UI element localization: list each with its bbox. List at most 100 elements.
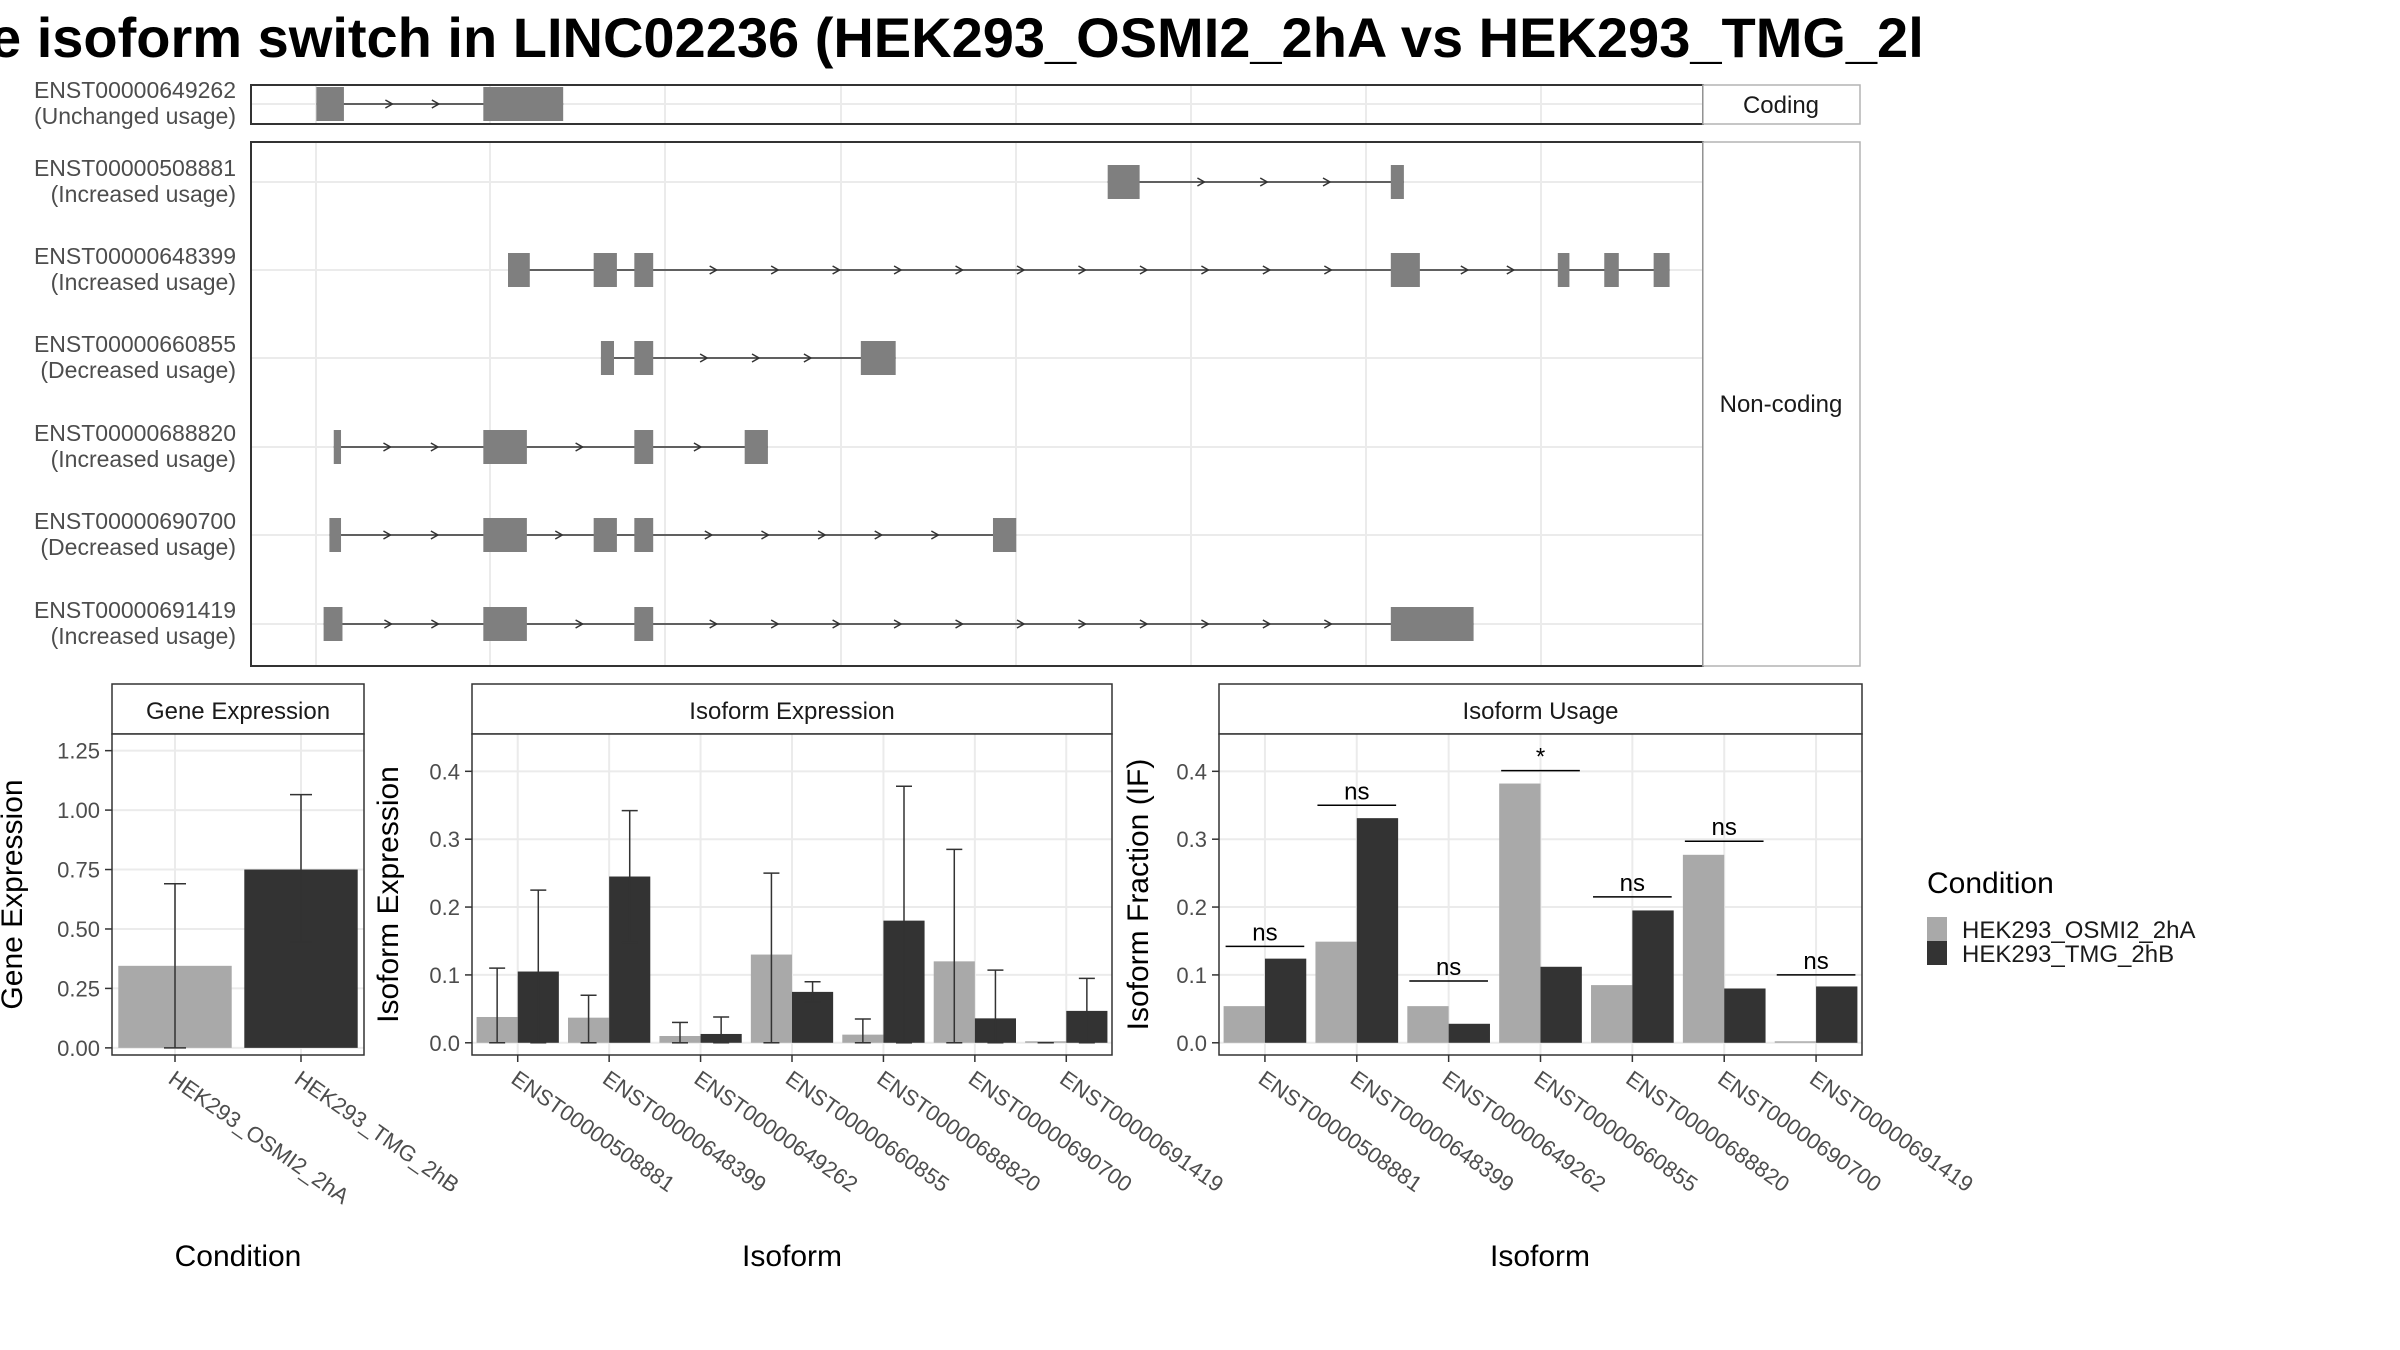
x-tick-label: ENST00000660855 <box>1530 1066 1703 1197</box>
noncoding-strip <box>1702 141 1861 667</box>
direction-arrow <box>1016 265 1026 275</box>
direction-arrow <box>770 619 780 629</box>
direction-arrow <box>893 619 903 629</box>
direction-arrow <box>430 530 440 540</box>
figure-title: e isoform switch in LINC02236 (HEK293_OS… <box>0 6 1924 69</box>
bar <box>1315 941 1357 1043</box>
legend-label-b: HEK293_TMG_2hB <box>1962 941 2174 968</box>
panel-title: Isoform Usage <box>1462 698 1618 725</box>
direction-arrow <box>430 442 440 452</box>
panel-strip <box>1218 683 1863 735</box>
x-tick-label: ENST00000660855 <box>781 1066 954 1197</box>
direction-arrow <box>803 353 813 363</box>
direction-arrow <box>955 265 965 275</box>
exon <box>483 607 527 641</box>
direction-arrow <box>1506 265 1516 275</box>
y-tick-label: 0.4 <box>1176 759 1207 784</box>
y-tick-label: 0.1 <box>1176 963 1207 988</box>
direction-arrow <box>693 442 703 452</box>
transcript-id: ENST00000691419 <box>34 597 236 623</box>
direction-arrow <box>1139 619 1149 629</box>
bar <box>1774 1041 1817 1043</box>
direction-arrow <box>554 530 564 540</box>
transcript-structure-panel: Coding Non-coding ENST00000649262(Unchange… <box>34 77 1861 667</box>
y-tick-label: 0.75 <box>57 858 100 883</box>
bar <box>1448 1023 1490 1043</box>
y-tick-label: 0.25 <box>57 976 100 1001</box>
exon <box>1604 253 1619 287</box>
exon <box>1390 253 1420 287</box>
direction-arrow <box>1460 265 1470 275</box>
exon <box>323 607 343 641</box>
x-tick-label: ENST00000688820 <box>1621 1066 1794 1197</box>
direction-arrow <box>817 530 827 540</box>
direction-arrow <box>430 619 440 629</box>
direction-arrow <box>1197 177 1206 187</box>
noncoding-panel <box>250 141 1704 667</box>
direction-arrow <box>575 619 585 629</box>
significance-label: ns <box>1344 778 1369 805</box>
panel-title: Isoform Expression <box>689 698 894 725</box>
direction-arrow <box>1323 619 1333 629</box>
transcript-usage: (Increased usage) <box>51 269 236 295</box>
direction-arrow <box>832 265 842 275</box>
bar <box>1816 986 1858 1043</box>
transcript-id: ENST00000648399 <box>34 243 236 269</box>
bar <box>1632 910 1674 1043</box>
transcript-usage: (Decreased usage) <box>40 534 236 560</box>
y-tick-label: 0.4 <box>429 759 460 784</box>
y-axis-label: Gene Expression <box>0 779 29 1009</box>
direction-arrow <box>383 530 392 540</box>
transcript-id: ENST00000660855 <box>34 331 236 357</box>
exon <box>634 607 654 641</box>
exon <box>593 253 617 287</box>
y-tick-label: 0.2 <box>429 895 460 920</box>
exon <box>634 253 654 287</box>
x-tick-label: ENST00000648399 <box>1346 1066 1519 1197</box>
direction-arrow <box>930 530 940 540</box>
direction-arrow <box>893 265 903 275</box>
direction-arrow <box>1016 619 1026 629</box>
bar-chart-panels: Gene Expression0.000.250.500.751.001.25H… <box>0 683 1978 1273</box>
exon <box>600 341 614 375</box>
direction-arrow <box>431 99 441 109</box>
transcript-usage: (Increased usage) <box>51 181 236 207</box>
transcript-id: ENST00000649262 <box>34 77 236 103</box>
transcript-usage: (Unchanged usage) <box>34 103 236 129</box>
legend-key-a <box>1927 917 1947 941</box>
y-tick-label: 0.0 <box>429 1031 460 1056</box>
x-tick-label: ENST00000649262 <box>690 1066 863 1197</box>
direction-arrow <box>832 619 842 629</box>
exon <box>634 341 654 375</box>
x-axis-label: Isoform <box>742 1240 842 1273</box>
direction-arrow <box>1322 177 1332 187</box>
y-tick-label: 0.50 <box>57 917 100 942</box>
direction-arrow <box>955 619 965 629</box>
x-axis-label: Isoform <box>1490 1240 1590 1273</box>
x-tick-label: ENST00000691419 <box>1055 1066 1228 1197</box>
direction-arrow <box>699 353 709 363</box>
condition-legend: Condition HEK293_OSMI2_2hA HEK293_TMG_2h… <box>1927 867 2195 968</box>
y-tick-label: 0.3 <box>429 827 460 852</box>
exon <box>483 430 527 464</box>
exon <box>1653 253 1670 287</box>
y-tick-label: 1.00 <box>57 798 100 823</box>
direction-arrow <box>751 353 761 363</box>
direction-arrow <box>575 442 585 452</box>
significance-label: ns <box>1620 870 1645 897</box>
transcript-usage: (Increased usage) <box>51 446 236 472</box>
significance-label: * <box>1536 744 1545 771</box>
y-tick-label: 1.25 <box>57 739 100 764</box>
bar <box>1407 1006 1449 1043</box>
coding-strip-label: Coding <box>1743 92 1819 119</box>
exon <box>860 341 896 375</box>
direction-arrow <box>1262 265 1272 275</box>
bar <box>1682 854 1725 1043</box>
exon <box>1390 607 1474 641</box>
exon <box>992 518 1017 552</box>
y-axis-label: Isoform Expression <box>372 766 405 1023</box>
panel-frame <box>111 733 365 1056</box>
transcript-id: ENST00000508881 <box>34 155 236 181</box>
direction-arrow <box>1259 177 1269 187</box>
